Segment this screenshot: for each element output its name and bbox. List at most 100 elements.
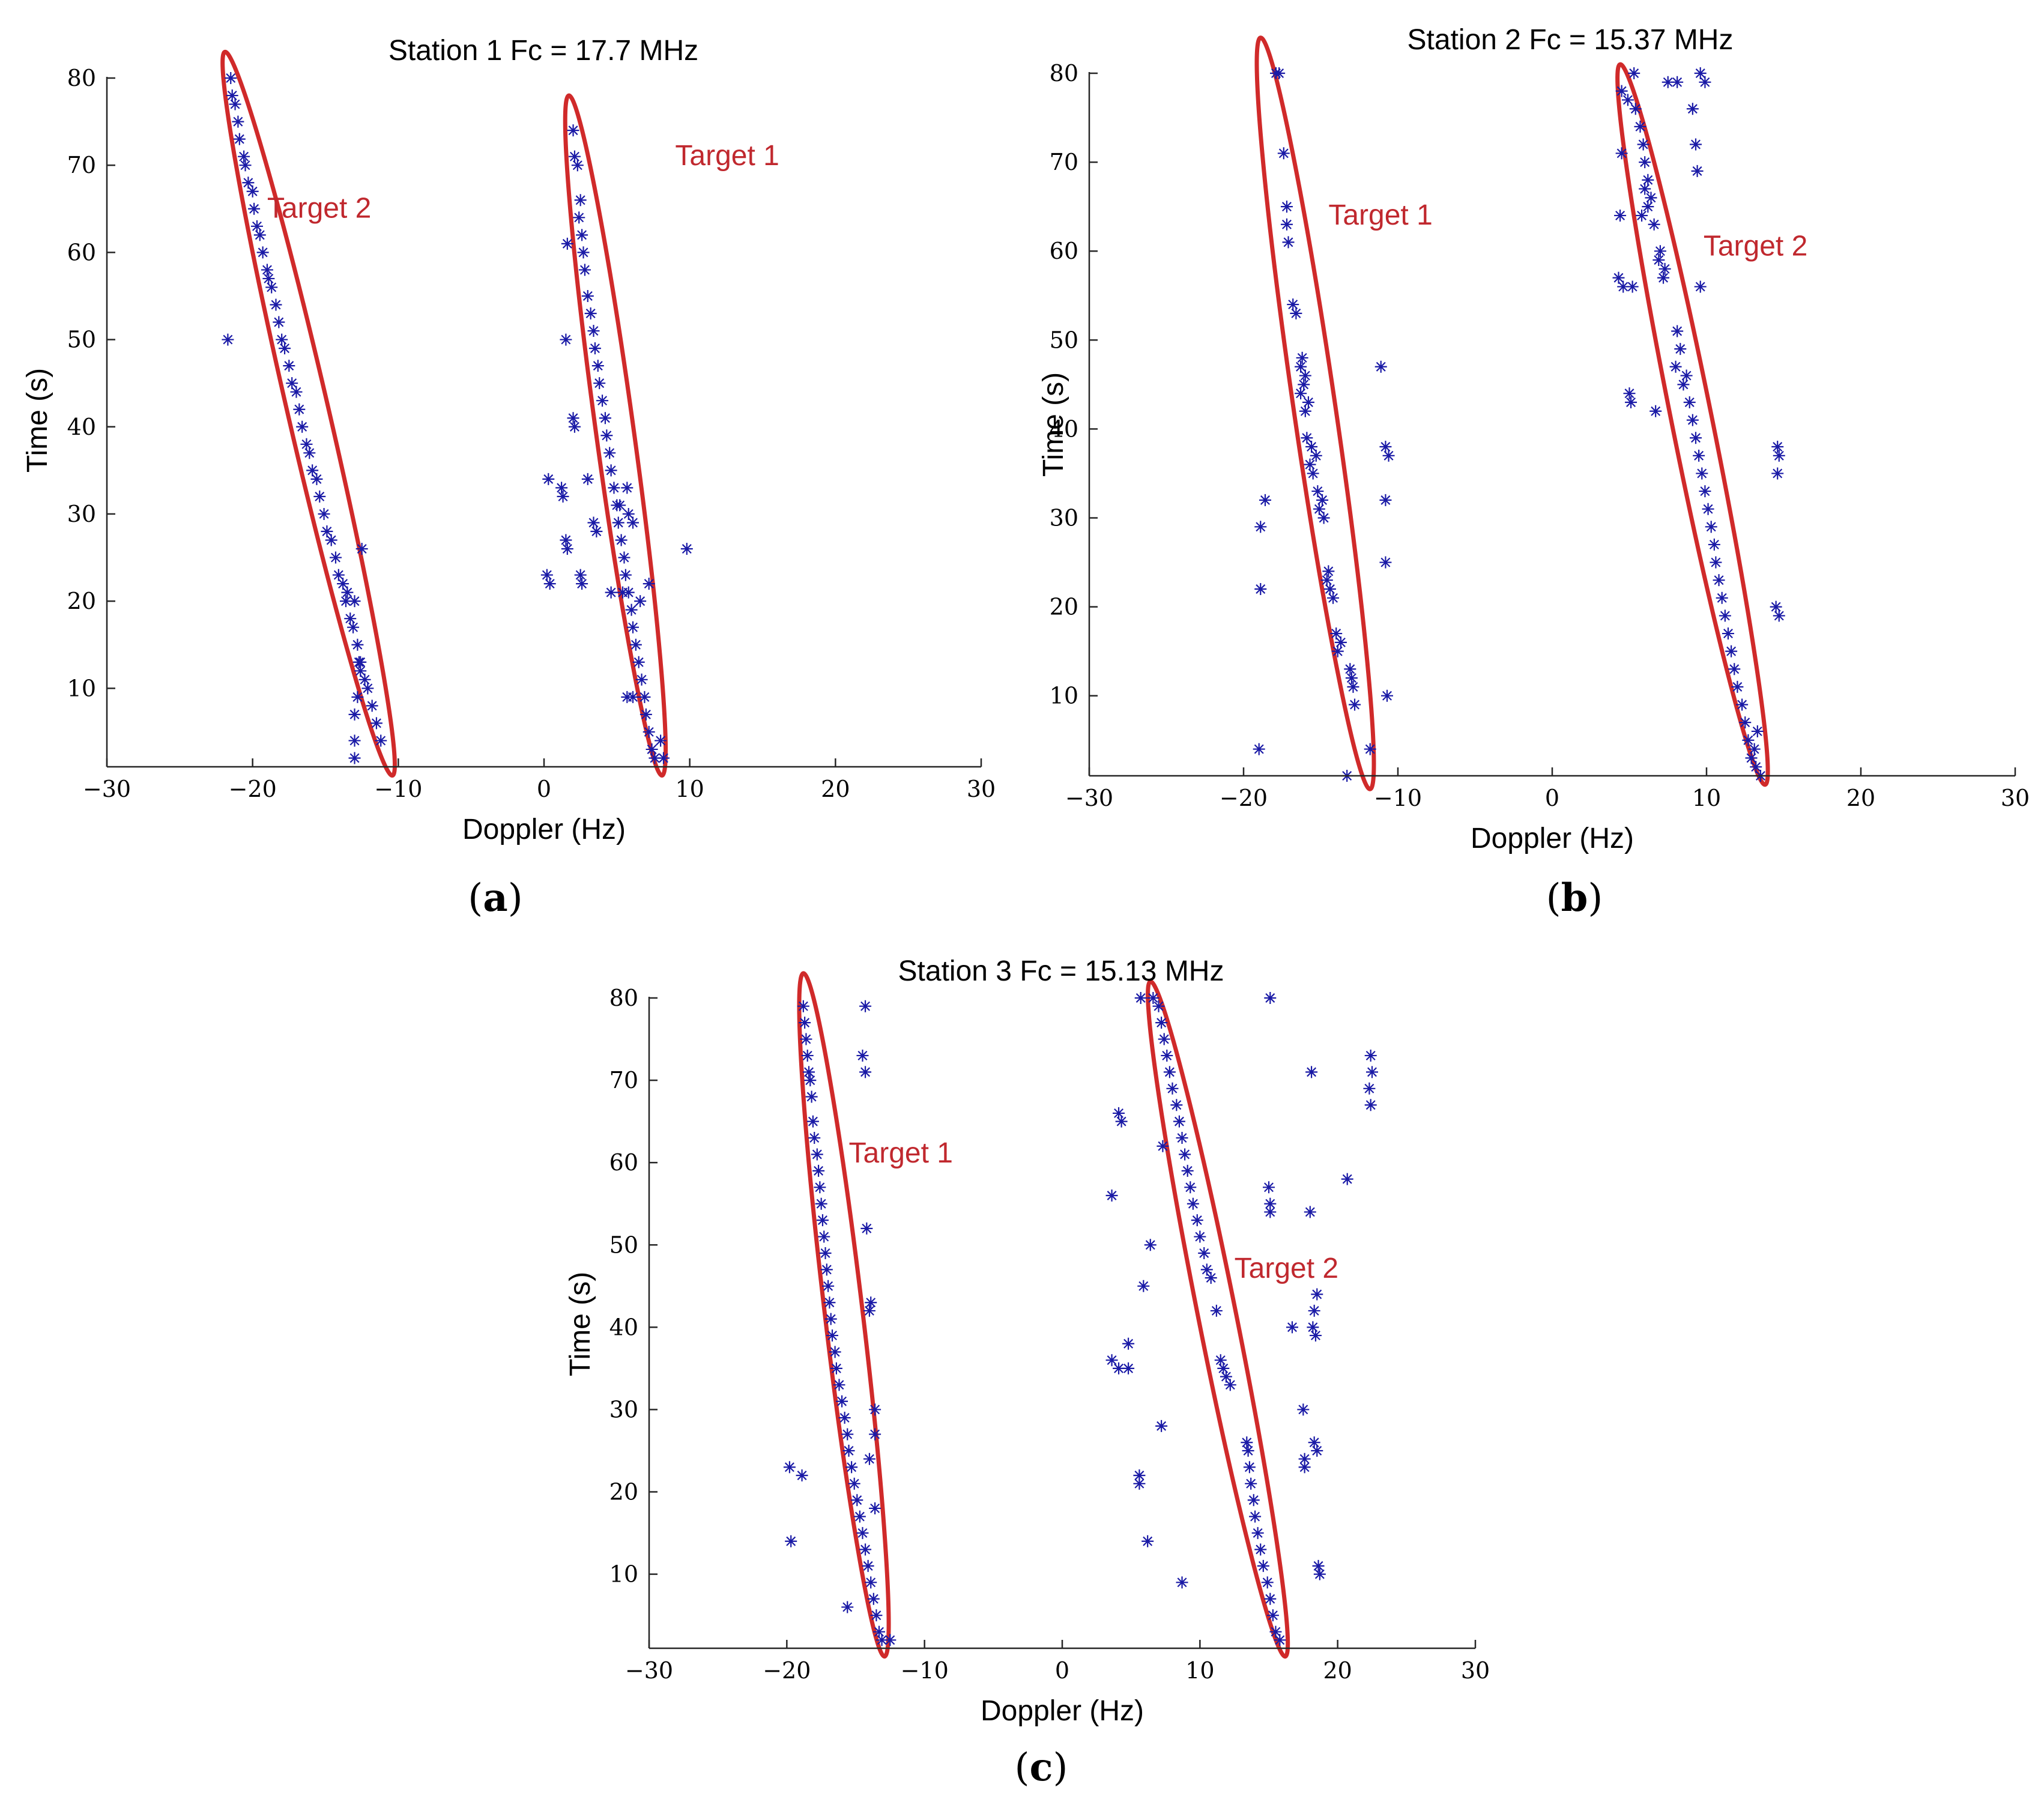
data-point-marker (1771, 467, 1784, 480)
data-point-marker (1263, 1181, 1275, 1194)
data-point-marker (634, 595, 647, 608)
data-point-marker (1316, 494, 1329, 506)
data-point-marker (1163, 1066, 1176, 1078)
data-point-marker (1652, 254, 1665, 267)
x-tick-label: 10 (1185, 1657, 1214, 1684)
data-point-marker (805, 1090, 818, 1103)
data-point-marker (366, 700, 378, 712)
data-point-marker (1200, 1263, 1213, 1276)
data-point-marker (578, 264, 591, 276)
data-point-marker (869, 1428, 881, 1441)
x-ticks: −30 −20 −10 0 10 20 30 (83, 758, 996, 802)
data-point-marker (1254, 1543, 1267, 1556)
data-point-marker (1382, 449, 1395, 462)
data-point-marker (783, 1461, 796, 1474)
data-point-marker (313, 490, 326, 503)
data-point-marker (348, 752, 361, 764)
data-point-marker (306, 464, 319, 477)
y-tick-label: 50 (1050, 327, 1078, 353)
y-tick-label: 40 (609, 1314, 638, 1340)
x-tick-label: 20 (1323, 1657, 1352, 1684)
data-point-marker (339, 595, 352, 608)
data-point-marker (1282, 236, 1295, 249)
x-tick-label: 20 (821, 776, 850, 802)
panel-caption: (a) (468, 875, 522, 921)
data-point-marker (568, 420, 581, 433)
data-point-marker (1259, 494, 1271, 506)
annotations: Target 1 Target 2 (267, 140, 779, 224)
data-point-marker (1310, 449, 1322, 462)
data-point-marker (337, 578, 349, 590)
data-point-marker (1364, 743, 1376, 755)
data-point-marker (1311, 485, 1324, 498)
data-point-marker (1693, 449, 1705, 462)
data-point-marker (1674, 343, 1687, 355)
data-point-marker (596, 395, 609, 407)
target-region-ellipse (563, 93, 668, 778)
data-point-marker (1155, 1017, 1168, 1029)
data-point-marker (1254, 582, 1267, 595)
data-point-marker (375, 734, 387, 747)
data-point-marker (1141, 1535, 1154, 1547)
x-tick-label: −10 (901, 1657, 949, 1684)
data-point-marker (1205, 1272, 1217, 1284)
data-point-marker (290, 385, 303, 398)
y-tick-label: 10 (67, 675, 96, 701)
y-tick-label: 80 (609, 985, 638, 1011)
caption-letter: a (483, 875, 507, 921)
data-point-marker (1158, 1033, 1170, 1045)
data-point-marker (1224, 1379, 1236, 1391)
y-tick-label: 80 (67, 65, 96, 91)
data-markers (1253, 67, 1785, 782)
data-point-marker (1147, 992, 1160, 1004)
axes: −30 −20 −10 0 10 20 30 10 20 30 40 50 60 70 80 (1050, 60, 2030, 811)
data-point-marker (1648, 218, 1660, 231)
data-point-marker (591, 360, 604, 372)
data-point-marker (1194, 1230, 1206, 1243)
data-point-marker (785, 1535, 797, 1547)
data-point-marker (341, 586, 354, 599)
x-tick-label: 30 (2001, 785, 2030, 811)
data-point-marker (361, 682, 374, 695)
data-point-marker (577, 246, 590, 259)
data-point-marker (1280, 201, 1293, 213)
data-point-marker (1669, 360, 1682, 373)
data-point-marker (815, 1197, 827, 1210)
data-point-marker (1290, 307, 1302, 319)
data-point-marker (584, 307, 597, 320)
data-point-marker (1133, 1469, 1146, 1482)
x-tick-label: −20 (763, 1657, 811, 1684)
data-point-marker (1662, 76, 1674, 88)
data-point-marker (1374, 360, 1387, 373)
data-point-marker (1379, 494, 1392, 506)
axes: −30 −20 −10 0 10 20 30 10 20 30 40 50 60 70 80 (67, 65, 996, 802)
data-point-marker (1722, 627, 1734, 640)
data-point-marker (253, 229, 266, 241)
data-point-marker (1181, 1164, 1194, 1177)
x-tick-label: 30 (967, 776, 996, 802)
data-point-marker (1364, 1049, 1377, 1062)
data-point-marker (1299, 405, 1311, 417)
data-point-marker (796, 1469, 808, 1482)
data-point-marker (561, 237, 573, 250)
data-point-marker (226, 89, 238, 102)
y-ticks: 10 20 30 40 50 60 70 80 (67, 65, 115, 701)
target-annotation: Target 2 (1235, 1253, 1338, 1284)
data-point-marker (587, 516, 600, 529)
data-point-marker (250, 220, 263, 232)
data-point-marker (1621, 94, 1634, 106)
data-point-marker (232, 115, 244, 128)
data-point-marker (344, 612, 357, 625)
data-point-marker (1264, 992, 1277, 1004)
data-point-marker (560, 333, 572, 346)
data-point-marker (1277, 147, 1290, 160)
data-point-marker (1612, 271, 1625, 284)
data-point-marker (1173, 1115, 1185, 1128)
data-point-marker (680, 543, 693, 555)
data-point-marker (325, 534, 337, 546)
data-point-marker (1719, 609, 1731, 622)
y-tick-label: 70 (1050, 149, 1078, 175)
data-point-marker (1179, 1148, 1191, 1161)
data-point-marker (588, 342, 601, 355)
data-point-marker (1770, 600, 1782, 613)
